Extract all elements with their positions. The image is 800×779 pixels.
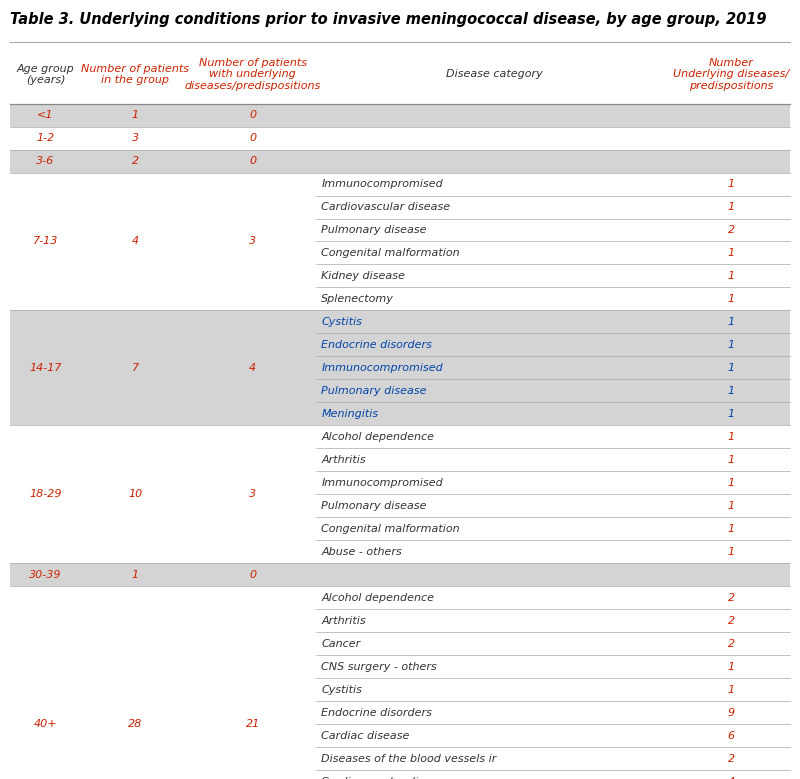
Text: 3: 3 — [250, 237, 256, 246]
Text: Arthritis: Arthritis — [322, 615, 366, 626]
Text: Pulmonary disease: Pulmonary disease — [322, 501, 426, 511]
Text: 28: 28 — [128, 719, 142, 729]
Text: Cardiovascular disease: Cardiovascular disease — [322, 202, 450, 212]
Text: 0: 0 — [250, 569, 256, 580]
Text: 2: 2 — [727, 639, 734, 649]
Text: Cancer: Cancer — [322, 639, 361, 649]
Text: 7: 7 — [132, 363, 139, 373]
Bar — [10, 563, 790, 586]
Text: Immunocompromised: Immunocompromised — [322, 179, 443, 189]
Text: 2: 2 — [727, 593, 734, 603]
Text: 1: 1 — [727, 501, 734, 511]
Bar — [10, 126, 790, 150]
Text: Cardiovascular disease: Cardiovascular disease — [322, 777, 450, 779]
Text: 1: 1 — [727, 409, 734, 419]
Text: 1: 1 — [727, 363, 734, 373]
Bar — [10, 150, 790, 173]
Text: 9: 9 — [727, 707, 734, 717]
Bar — [10, 425, 790, 563]
Text: 1: 1 — [727, 547, 734, 557]
Text: 1: 1 — [727, 271, 734, 281]
Bar — [10, 173, 790, 310]
Bar — [10, 45, 790, 104]
Text: 1: 1 — [727, 294, 734, 304]
Text: 3: 3 — [250, 489, 256, 499]
Text: 1: 1 — [727, 179, 734, 189]
Text: Immunocompromised: Immunocompromised — [322, 363, 443, 373]
Text: 7-13: 7-13 — [33, 237, 58, 246]
Text: 1: 1 — [727, 432, 734, 442]
Bar — [10, 586, 790, 779]
Text: Disease category: Disease category — [446, 69, 542, 79]
Text: 2: 2 — [132, 156, 139, 166]
Text: 0: 0 — [250, 133, 256, 143]
Text: Endocrine disorders: Endocrine disorders — [322, 707, 432, 717]
Text: 21: 21 — [246, 719, 260, 729]
Text: Cystitis: Cystitis — [322, 685, 362, 695]
Text: Endocrine disorders: Endocrine disorders — [322, 340, 432, 350]
Text: Cardiac disease: Cardiac disease — [322, 731, 410, 741]
Text: Immunocompromised: Immunocompromised — [322, 478, 443, 488]
Text: 1-2: 1-2 — [36, 133, 54, 143]
Text: 1: 1 — [727, 248, 734, 258]
Text: Alcohol dependence: Alcohol dependence — [322, 432, 434, 442]
Text: 1: 1 — [132, 569, 139, 580]
Text: CNS surgery - others: CNS surgery - others — [322, 661, 437, 671]
Text: Splenectomy: Splenectomy — [322, 294, 394, 304]
Text: Number of patients
in the group: Number of patients in the group — [82, 64, 190, 85]
Text: 1: 1 — [727, 386, 734, 396]
Text: 18-29: 18-29 — [30, 489, 62, 499]
Text: 4: 4 — [727, 777, 734, 779]
Text: 0: 0 — [250, 156, 256, 166]
Text: 2: 2 — [727, 615, 734, 626]
Text: 1: 1 — [727, 340, 734, 350]
Text: Table 3. Underlying conditions prior to invasive meningococcal disease, by age g: Table 3. Underlying conditions prior to … — [10, 12, 766, 27]
Text: Congenital malformation: Congenital malformation — [322, 248, 460, 258]
Text: Pulmonary disease: Pulmonary disease — [322, 386, 426, 396]
Text: 4: 4 — [250, 363, 256, 373]
Text: Kidney disease: Kidney disease — [322, 271, 405, 281]
Text: Diseases of the blood vessels ir: Diseases of the blood vessels ir — [322, 753, 497, 763]
Text: 6: 6 — [727, 731, 734, 741]
Text: 3: 3 — [132, 133, 139, 143]
Text: Congenital malformation: Congenital malformation — [322, 523, 460, 534]
Text: Cystitis: Cystitis — [322, 317, 362, 327]
Text: 2: 2 — [727, 225, 734, 235]
Text: Number of patients
with underlying
diseases/predispositions: Number of patients with underlying disea… — [185, 58, 321, 91]
Text: <1: <1 — [38, 110, 54, 120]
Text: 1: 1 — [727, 478, 734, 488]
Bar — [10, 104, 790, 126]
Text: 1: 1 — [727, 317, 734, 327]
Text: Meningitis: Meningitis — [322, 409, 378, 419]
Bar — [10, 310, 790, 425]
Text: 14-17: 14-17 — [30, 363, 62, 373]
Text: Arthritis: Arthritis — [322, 455, 366, 465]
Text: 1: 1 — [727, 455, 734, 465]
Text: 0: 0 — [250, 110, 256, 120]
Text: 1: 1 — [727, 685, 734, 695]
Text: 40+: 40+ — [34, 719, 58, 729]
Text: Number
Underlying diseases/
predispositions: Number Underlying diseases/ predispositi… — [673, 58, 789, 91]
Text: 1: 1 — [132, 110, 139, 120]
Text: 2: 2 — [727, 753, 734, 763]
Text: 4: 4 — [132, 237, 139, 246]
Text: Age group
(years): Age group (years) — [17, 64, 74, 85]
Text: 3-6: 3-6 — [36, 156, 54, 166]
Text: Pulmonary disease: Pulmonary disease — [322, 225, 426, 235]
Text: 10: 10 — [128, 489, 142, 499]
Text: Alcohol dependence: Alcohol dependence — [322, 593, 434, 603]
Text: 1: 1 — [727, 202, 734, 212]
Text: Abuse - others: Abuse - others — [322, 547, 402, 557]
Text: 1: 1 — [727, 661, 734, 671]
Text: 1: 1 — [727, 523, 734, 534]
Text: 30-39: 30-39 — [30, 569, 62, 580]
